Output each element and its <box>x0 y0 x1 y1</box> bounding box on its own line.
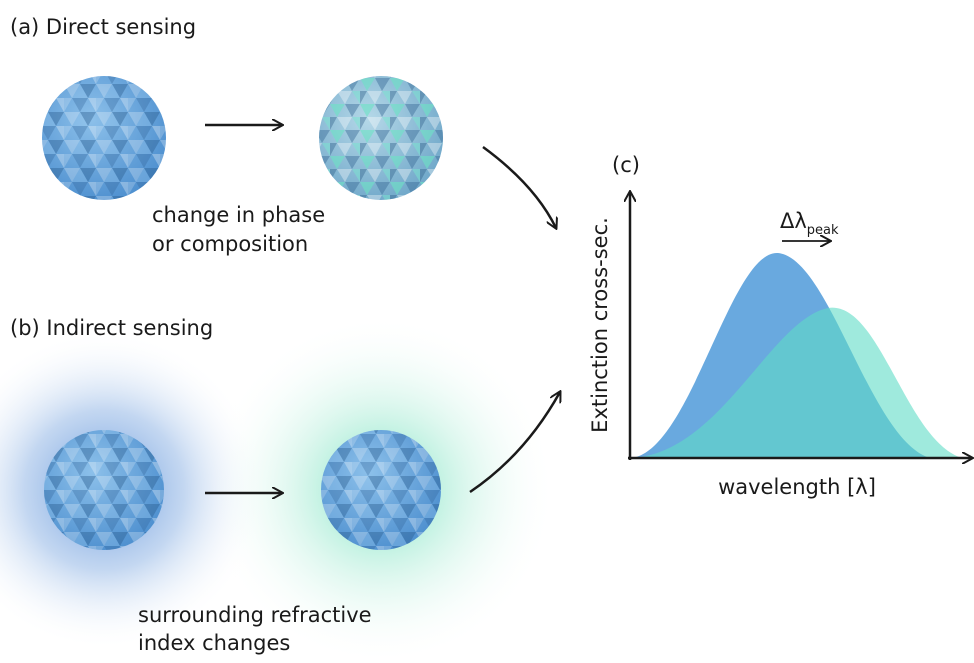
shift-label: Δλpeak <box>780 209 839 238</box>
caption: index changes <box>138 631 290 655</box>
shift-subscript: peak <box>807 223 839 238</box>
arrow <box>483 147 556 228</box>
caption: change in phase <box>152 203 325 227</box>
y-axis-label: Extinction cross-sec. <box>588 217 612 433</box>
sphere <box>42 76 166 200</box>
caption: or composition <box>152 232 308 256</box>
panel-c-label: (c) <box>612 153 640 177</box>
diagram: (a) Direct sensing change in phase or co… <box>0 0 974 659</box>
sphere <box>44 430 164 550</box>
sphere-changed <box>319 76 443 200</box>
shift-symbol: Δλ <box>780 209 807 233</box>
panel-a-label: (a) Direct sensing <box>10 15 196 39</box>
caption: surrounding refractive <box>138 603 372 627</box>
x-axis-label: wavelength [λ] <box>718 475 876 499</box>
panel-b-label: (b) Indirect sensing <box>10 316 213 340</box>
sphere <box>321 430 441 550</box>
